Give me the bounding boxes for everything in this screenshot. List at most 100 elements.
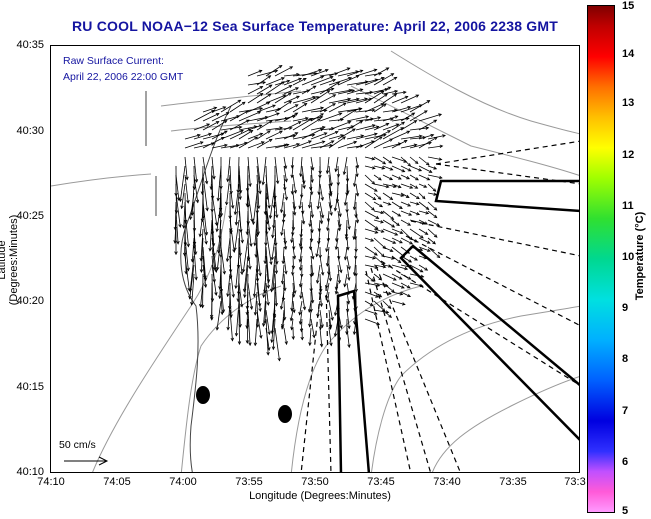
current-vector xyxy=(201,237,204,273)
current-vector-head xyxy=(198,233,202,238)
current-vector xyxy=(328,136,346,149)
current-vector-head xyxy=(312,334,316,339)
current-vector-head xyxy=(281,77,285,81)
current-vector xyxy=(283,74,300,77)
temperature-colorbar xyxy=(587,5,615,513)
current-vector-head xyxy=(399,230,404,234)
current-vector-head xyxy=(298,321,303,325)
map-plot-area[interactable]: Raw Surface Current: April 22, 2006 22:0… xyxy=(50,45,580,473)
current-vector xyxy=(238,130,253,140)
current-vector-head xyxy=(288,100,293,104)
current-vector xyxy=(354,255,357,276)
current-vector xyxy=(400,237,413,245)
current-vector xyxy=(209,219,213,251)
current-vector xyxy=(220,130,244,140)
coverage-box xyxy=(399,244,579,441)
current-vector-head xyxy=(279,305,284,310)
current-vector xyxy=(220,246,225,274)
current-vector-head xyxy=(409,241,414,245)
current-vector-head xyxy=(415,177,419,181)
current-vector-head xyxy=(387,202,392,206)
current-vector-head xyxy=(334,312,338,317)
current-vector-head xyxy=(317,191,321,196)
current-vector-head xyxy=(296,143,301,147)
current-vector xyxy=(281,219,285,236)
current-vector xyxy=(409,142,432,149)
current-vector xyxy=(334,300,339,316)
current-vector-head xyxy=(384,93,388,97)
current-vector xyxy=(355,133,378,140)
current-vector xyxy=(301,318,303,332)
current-vector xyxy=(382,90,398,95)
current-vector-head xyxy=(290,239,294,244)
radial-line xyxy=(375,265,461,472)
current-vector xyxy=(310,132,327,140)
current-vector-head xyxy=(400,285,405,289)
current-vector-head xyxy=(359,120,364,124)
current-vector-head xyxy=(343,202,348,207)
current-vector-head xyxy=(337,227,341,232)
current-vector xyxy=(265,246,270,283)
current-vector xyxy=(373,309,389,313)
current-vector xyxy=(202,264,207,288)
current-vector-head xyxy=(407,168,412,172)
current-vector xyxy=(272,210,276,238)
current-vector xyxy=(184,141,204,149)
current-vector xyxy=(301,75,324,86)
current-vector-head xyxy=(252,293,257,298)
current-vector xyxy=(400,94,419,104)
current-vector-head xyxy=(258,124,263,128)
current-vector-head xyxy=(310,167,315,171)
current-vector xyxy=(308,300,312,313)
current-vector-head xyxy=(325,248,329,253)
current-vector-head xyxy=(338,112,343,116)
current-vector-head xyxy=(390,216,395,220)
current-vector-head xyxy=(342,136,347,140)
current-vector xyxy=(256,201,259,235)
current-vector-head xyxy=(393,93,398,97)
current-vector-head xyxy=(380,103,385,107)
current-vector xyxy=(265,282,269,306)
current-vector-head xyxy=(245,340,250,344)
current-vector xyxy=(400,282,411,289)
current-vector-head xyxy=(372,124,376,128)
colorbar-tick: 5 xyxy=(622,505,629,517)
current-vector xyxy=(219,273,222,299)
current-vector-head xyxy=(274,270,279,275)
x-tick: 73:50 xyxy=(301,476,329,488)
current-vector xyxy=(238,111,261,122)
current-vector xyxy=(364,103,384,113)
current-vector xyxy=(292,174,297,194)
current-vector-head xyxy=(298,267,303,271)
current-vector xyxy=(373,130,391,140)
current-vector-head xyxy=(375,215,380,219)
current-vector xyxy=(327,210,330,222)
current-vector xyxy=(199,210,204,237)
current-vector-head xyxy=(414,239,418,243)
current-vector xyxy=(291,183,294,195)
current-vector-head xyxy=(424,231,429,235)
current-vector-head xyxy=(319,220,324,225)
current-vector xyxy=(346,210,350,230)
current-vector-head xyxy=(295,87,300,91)
current-vector xyxy=(292,118,313,131)
current-vector xyxy=(382,246,393,252)
current-vector xyxy=(364,282,380,287)
current-vector-head xyxy=(224,130,228,134)
current-vector-head xyxy=(263,260,267,265)
current-vector xyxy=(400,156,411,167)
current-vector xyxy=(382,192,393,200)
current-vector-head xyxy=(292,211,297,216)
x-tick: 73:35 xyxy=(499,476,527,488)
current-vector-head xyxy=(426,100,431,104)
current-vector xyxy=(373,93,388,104)
current-vector xyxy=(235,255,240,289)
current-vector-head xyxy=(218,295,222,300)
current-vector-head xyxy=(267,75,272,79)
current-vector-head xyxy=(433,234,438,238)
current-vector-head xyxy=(316,313,320,318)
current-vector xyxy=(364,90,384,104)
current-vector xyxy=(183,201,186,228)
current-vector-head xyxy=(282,316,287,321)
current-vector-head xyxy=(401,253,406,258)
